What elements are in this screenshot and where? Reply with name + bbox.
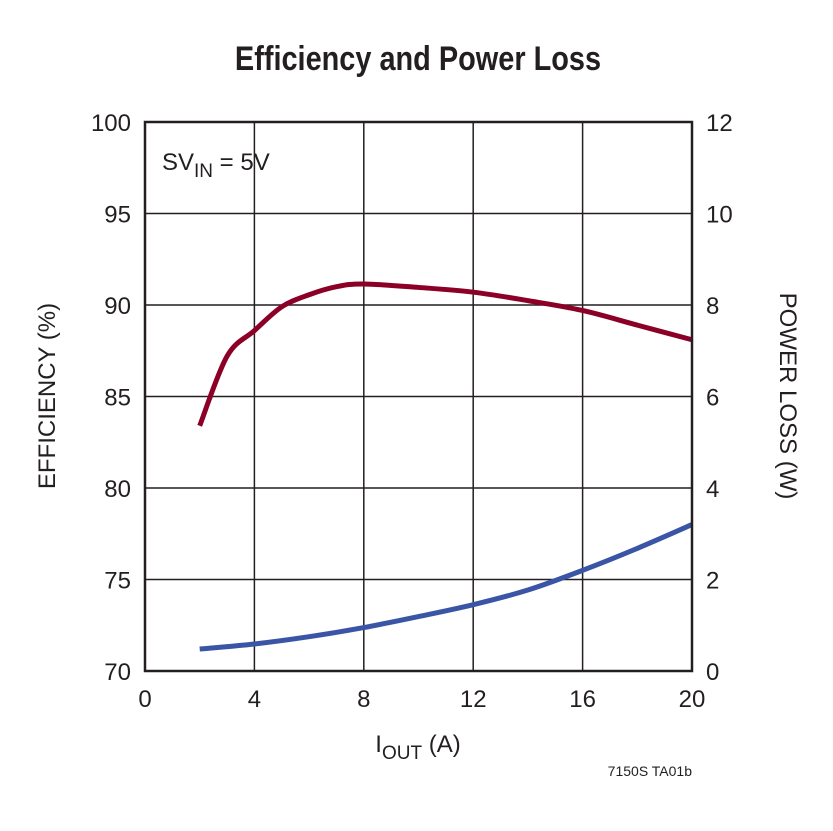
y-tick-label: 80: [104, 476, 131, 503]
x-tick-label: 8: [357, 686, 370, 713]
y-tick-label: 75: [104, 568, 131, 595]
grid: [144, 121, 693, 672]
y2-tick-label: 2: [706, 568, 719, 595]
series-group: [197, 281, 693, 652]
power-loss-line: [199, 522, 693, 652]
footnote: 7150S TA01b: [608, 763, 693, 779]
y2-tick-label: 0: [706, 659, 719, 686]
y2-tick-label: 4: [706, 476, 719, 503]
y-tick-label: 85: [104, 385, 131, 412]
efficiency-line: [197, 281, 693, 427]
y2-tick-label: 12: [706, 110, 733, 137]
y2-tick-labels: 0 2 4 6 8 10 12: [706, 110, 733, 686]
y2-tick-label: 8: [706, 293, 719, 320]
y2-axis-label: POWER LOSS (W): [774, 293, 801, 500]
y-axis-label: EFFICIENCY (%): [34, 303, 61, 489]
chart-title: Efficiency and Power Loss: [235, 39, 601, 78]
y2-tick-label: 10: [706, 202, 733, 229]
x-tick-label: 4: [248, 686, 261, 713]
y-tick-label: 90: [104, 293, 131, 320]
x-tick-labels: 0 4 8 12 16 20: [138, 686, 705, 713]
x-axis-label: IOUT (A): [375, 731, 460, 764]
y-tick-label: 100: [91, 110, 131, 137]
annotation-svin: SVIN = 5V: [162, 149, 270, 182]
x-tick-label: 16: [569, 686, 596, 713]
y2-tick-label: 6: [706, 385, 719, 412]
x-tick-label: 12: [460, 686, 487, 713]
y-tick-label: 95: [104, 202, 131, 229]
y-tick-label: 70: [104, 659, 131, 686]
x-tick-label: 20: [679, 686, 706, 713]
y-tick-labels: 70 75 80 85 90 95 100: [91, 110, 131, 686]
plot-frame: [143, 120, 694, 673]
x-tick-label: 0: [138, 686, 151, 713]
